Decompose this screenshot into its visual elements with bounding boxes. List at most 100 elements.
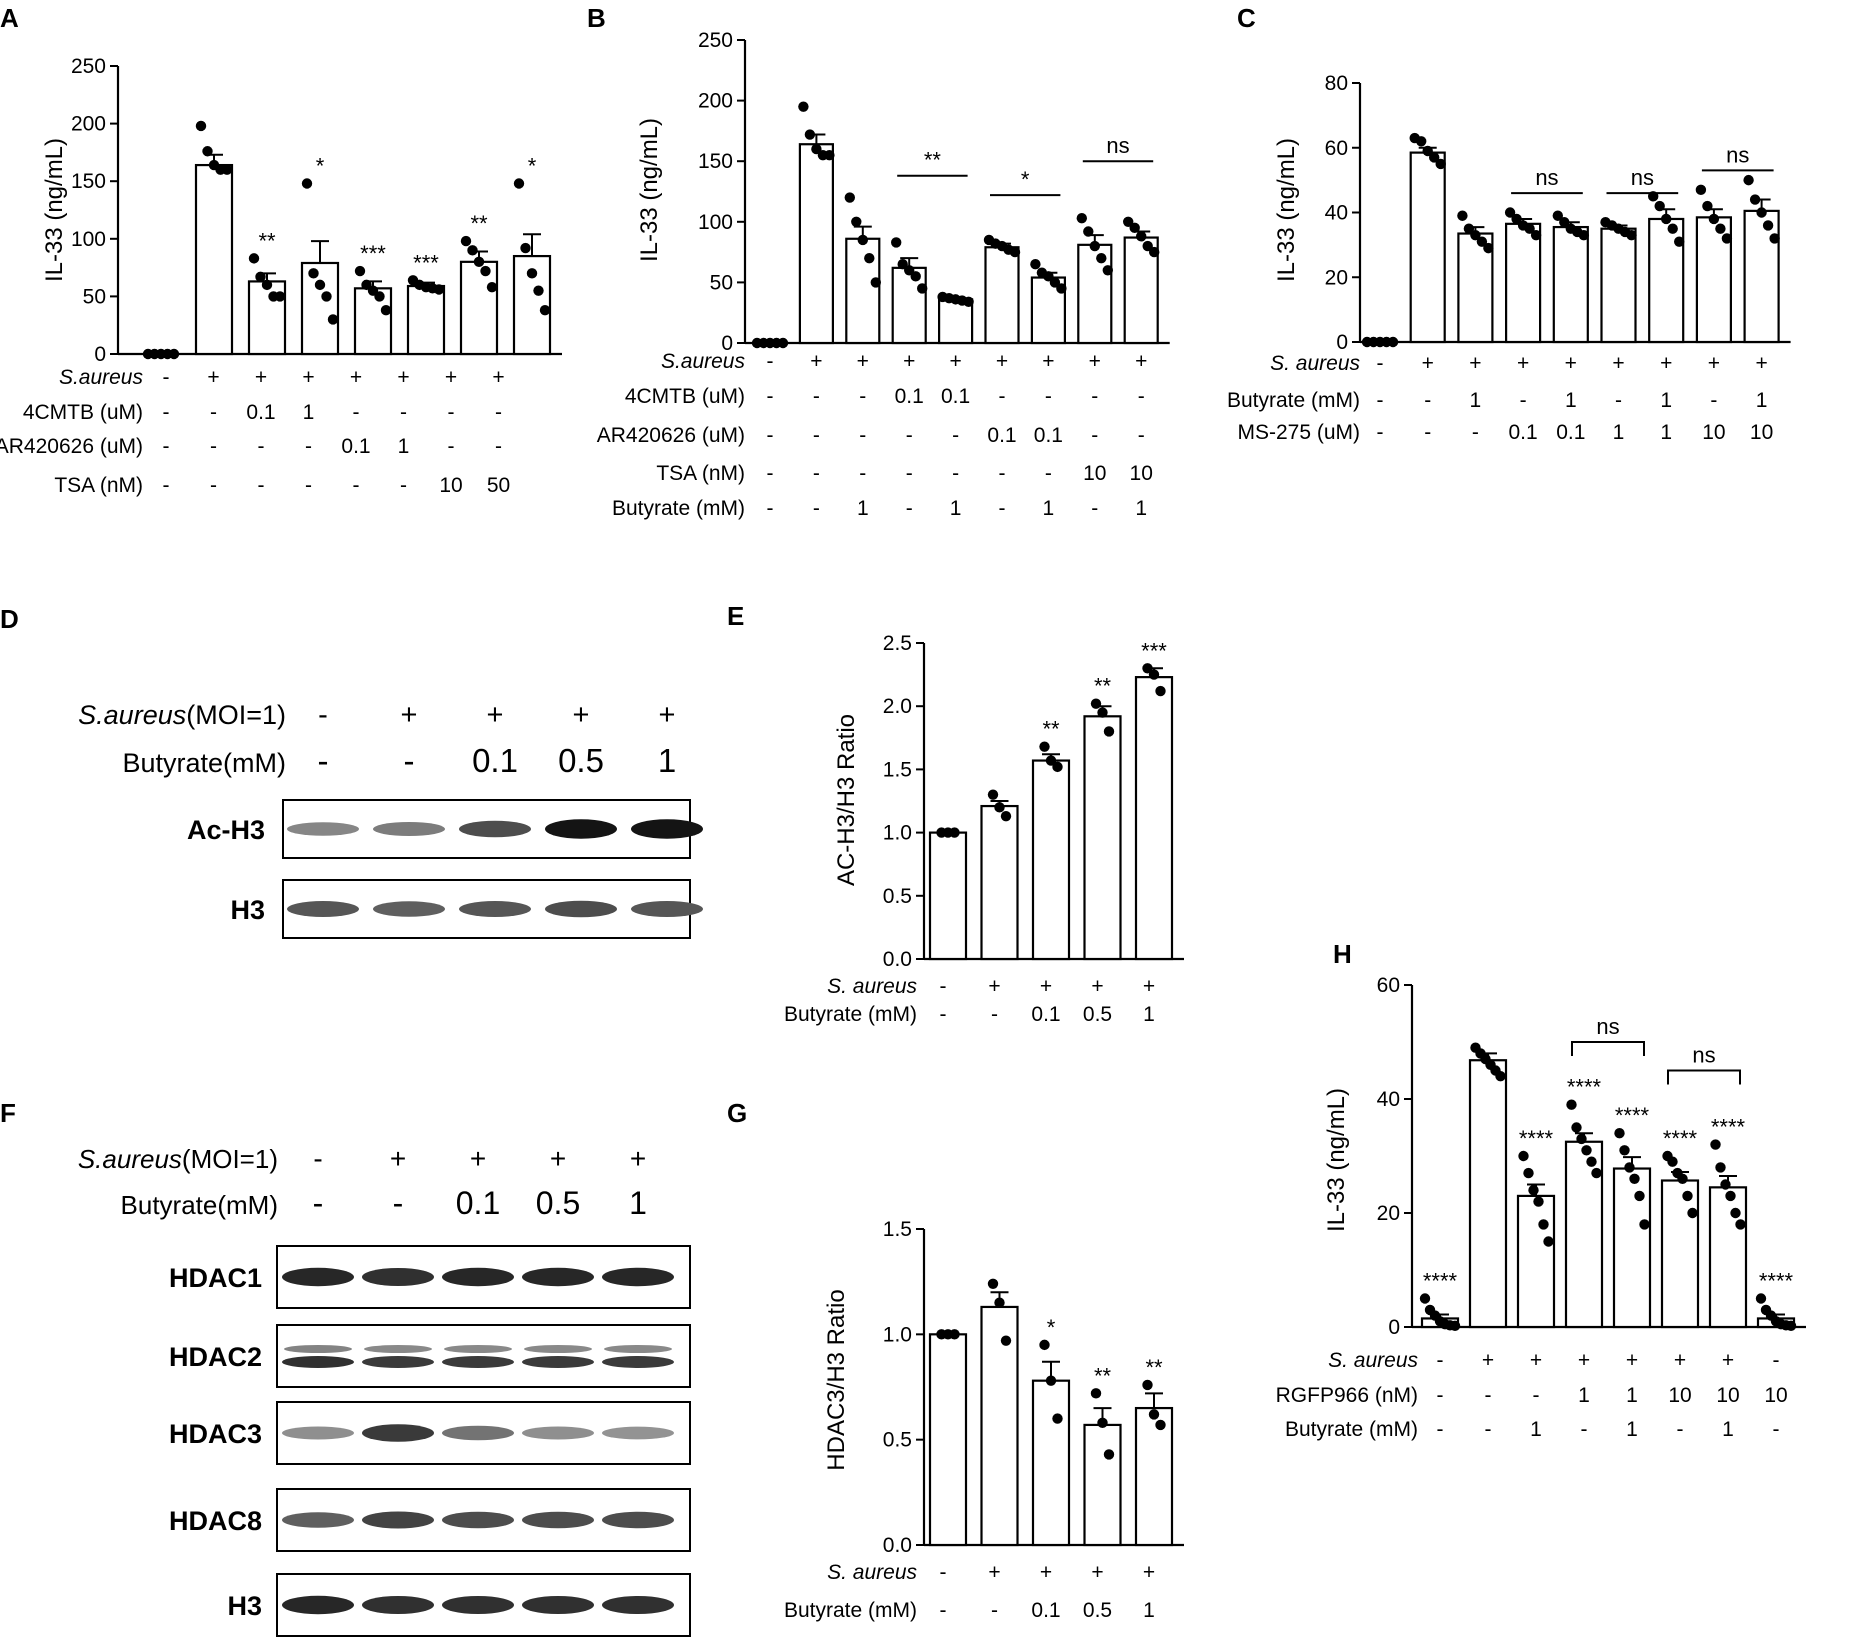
condition-value: + (1755, 352, 1767, 375)
condition-value: 1 (1143, 1599, 1155, 1622)
condition-value: + (857, 350, 869, 373)
data-point (864, 252, 875, 264)
panel-letter: B (587, 3, 606, 33)
significance-label: *** (1141, 638, 1167, 663)
condition-value: - (400, 474, 407, 497)
data-point (1090, 698, 1102, 709)
condition-label: AR420626 (uM) (0, 435, 143, 458)
condition-label: S. aureus (1328, 1349, 1418, 1372)
data-point (533, 285, 544, 296)
data-point (949, 1329, 960, 1340)
blot-band (522, 1356, 594, 1368)
condition-value: 0.1 (987, 424, 1016, 447)
condition-value: - (163, 435, 170, 458)
blot-condition-suffix: (MOI=1) (182, 1144, 278, 1174)
y-tick-label: 200 (71, 113, 106, 136)
condition-value: + (1530, 1349, 1542, 1372)
condition-value: + (1040, 1561, 1052, 1584)
y-tick-label: 50 (710, 271, 733, 294)
blot-band (602, 1596, 674, 1614)
data-point (1045, 755, 1057, 766)
blot-condition-suffix: Butyrate(mM) (121, 1190, 278, 1220)
blot-band (362, 1424, 434, 1442)
significance-label: ** (1094, 674, 1112, 699)
data-point (467, 245, 478, 256)
data-point (1155, 1419, 1166, 1431)
condition-value: - (767, 462, 774, 485)
blot-band (282, 1356, 354, 1368)
condition-value: - (1472, 421, 1479, 444)
condition-value: - (1485, 1418, 1492, 1441)
bar (928, 831, 968, 961)
comparison-label: ns (1692, 1043, 1715, 1068)
blot-condition-value: + (470, 1143, 486, 1174)
data-point (1049, 277, 1061, 288)
data-point (1661, 213, 1672, 225)
condition-value: - (952, 462, 959, 485)
y-tick-label: 0.5 (883, 1429, 912, 1452)
y-tick-label: 250 (698, 29, 733, 52)
blot-condition-label: S.aureus(MOI=1) (78, 700, 286, 730)
blot-panel-d: S.aureus(MOI=1) - + + + + Butyrate(mM) - - 0.1 0.5… (78, 699, 703, 939)
condition-value: - (940, 1561, 947, 1584)
condition-value: 10 (1764, 1384, 1787, 1407)
condition-value: - (163, 401, 170, 424)
condition-value: + (1091, 1561, 1103, 1584)
significance-label: **** (1519, 1126, 1554, 1151)
condition-value: 10 (1130, 462, 1153, 485)
blot-band (459, 901, 531, 917)
panel-letter: H (1333, 939, 1352, 969)
blot-band (545, 819, 617, 839)
condition-value: + (445, 366, 457, 389)
y-tick-label: 100 (71, 228, 106, 251)
y-tick-label: 40 (1377, 1088, 1400, 1111)
condition-value: - (210, 401, 217, 424)
blot-condition-label: Butyrate(mM) (122, 748, 286, 778)
blot-band (362, 1356, 434, 1368)
condition-value: + (988, 1561, 1000, 1584)
data-point (1667, 223, 1678, 234)
condition-value: + (1089, 350, 1101, 373)
condition-label: MS-275 (uM) (1237, 421, 1360, 444)
comparison-bracket (1667, 1069, 1741, 1085)
blot-band (442, 1356, 514, 1368)
condition-value: - (940, 1003, 947, 1026)
condition-value: - (258, 474, 265, 497)
data-point (1518, 1150, 1529, 1162)
data-point (1755, 1293, 1767, 1304)
condition-value: 1 (1626, 1418, 1638, 1441)
bar (928, 1333, 968, 1547)
bar (194, 163, 234, 356)
data-point (1045, 1375, 1057, 1386)
condition-value: - (767, 350, 774, 373)
data-point (851, 216, 862, 227)
condition-value: - (1773, 1418, 1780, 1441)
blot-condition-value: + (390, 1143, 406, 1174)
data-point (314, 279, 326, 291)
panel-letter: A (0, 3, 19, 33)
blot-condition-value: + (401, 699, 418, 731)
blot-condition-value: 0.1 (456, 1185, 500, 1221)
data-point (1576, 1133, 1587, 1145)
data-point (1136, 231, 1147, 242)
bar (980, 1305, 1019, 1547)
y-axis-label: IL-33 (ng/mL) (41, 138, 68, 282)
data-point (1387, 336, 1399, 348)
condition-value: - (906, 424, 913, 447)
condition-value: 1 (1722, 1418, 1734, 1441)
data-point (1483, 242, 1494, 254)
condition-value: + (1040, 975, 1052, 998)
condition-value: - (163, 366, 170, 389)
condition-value: 0.5 (1083, 1599, 1112, 1622)
comparison-label: * (1021, 167, 1030, 192)
blot-band-label: H3 (230, 895, 265, 925)
condition-value: - (1424, 421, 1431, 444)
blot-condition-value: 1 (629, 1185, 647, 1221)
chart-panel-e: 0.00.51.01.52.02.5AC-H3/H3 Ratio *******S… (784, 632, 1184, 1026)
data-point (1419, 1293, 1431, 1304)
condition-value: + (1143, 1561, 1155, 1584)
condition-value: - (1377, 352, 1384, 375)
condition-value: 0.1 (1034, 424, 1063, 447)
data-point (1090, 1388, 1102, 1399)
data-point (261, 279, 273, 291)
